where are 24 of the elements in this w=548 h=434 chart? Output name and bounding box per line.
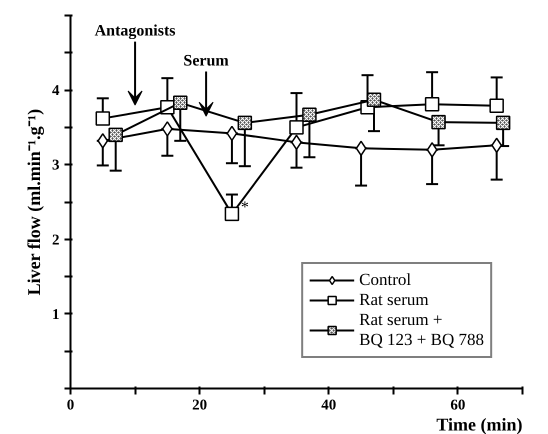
annotation: Serum	[183, 52, 230, 70]
point	[424, 97, 440, 112]
y-tick-label: 2	[52, 232, 60, 248]
x-axis-title: Time (min)	[436, 414, 523, 434]
legend-label: Rat serum	[359, 290, 429, 310]
y-tick-label: 4	[52, 83, 60, 100]
point	[289, 120, 304, 135]
point	[489, 98, 504, 114]
point	[426, 142, 438, 158]
x-tick-label: 0	[66, 398, 74, 414]
legend-label: Rat serum + BQ 123 + BQ 788	[359, 310, 484, 350]
annotation: *	[240, 198, 249, 216]
y-tick-label: 3	[52, 158, 60, 174]
annotation: Antagonists	[94, 22, 176, 40]
x-tick-label: 20	[192, 398, 208, 414]
x-tick-label: 40	[321, 398, 336, 414]
y-axis-title: Liver flow (ml.min⁻¹.g⁻¹)	[24, 108, 44, 296]
point	[96, 111, 110, 126]
point	[224, 206, 240, 222]
point	[162, 121, 173, 137]
y-tick-label: 1	[52, 306, 60, 323]
x-tick-label: 60	[450, 398, 466, 414]
point	[97, 133, 108, 149]
legend-label: Control	[359, 270, 412, 290]
